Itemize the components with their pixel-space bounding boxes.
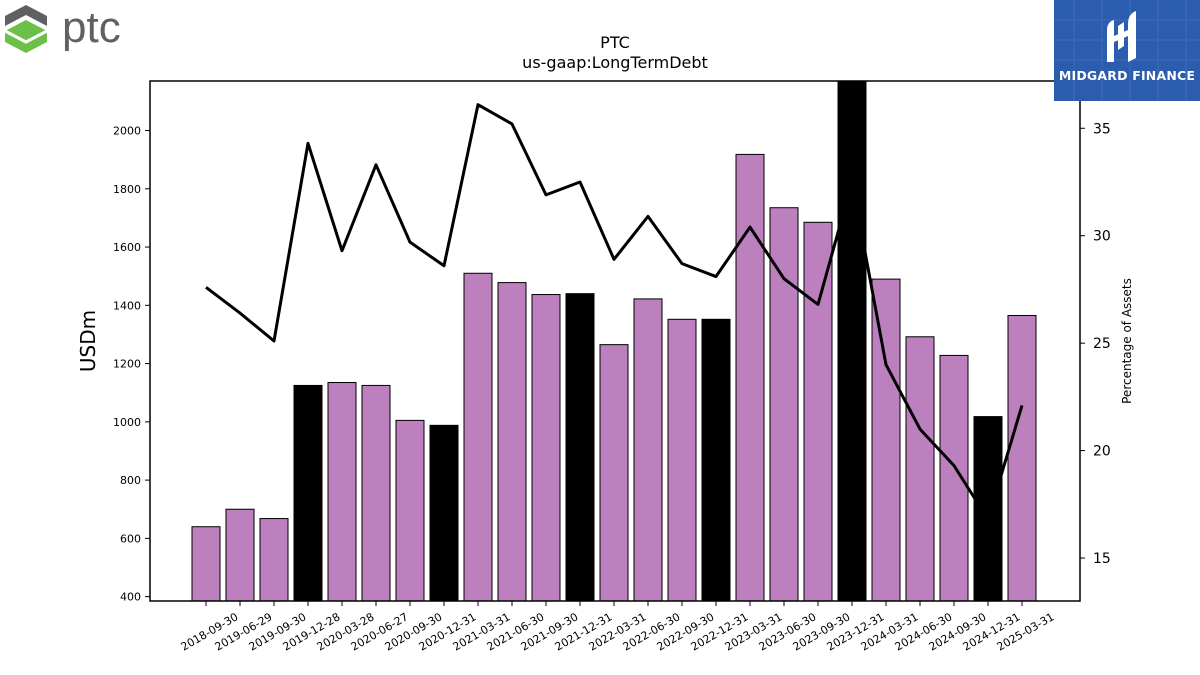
bar-2020-06-27 bbox=[361, 384, 391, 601]
bar-2024-09-30 bbox=[939, 354, 969, 601]
y2-tick-label: 25 bbox=[1093, 336, 1111, 352]
midgard-finance-logo: MIDGARD FINANCE bbox=[1054, 0, 1200, 101]
y-tick-label: 1600 bbox=[113, 241, 141, 254]
y-tick-label: 600 bbox=[120, 532, 141, 545]
bar-2022-03-31 bbox=[599, 344, 629, 601]
bar-2023-06-30 bbox=[769, 207, 799, 601]
bar-2019-06-29 bbox=[225, 508, 255, 601]
bar-2021-06-30 bbox=[497, 282, 527, 601]
bar-2022-12-31 bbox=[701, 318, 731, 601]
bar-2019-12-28 bbox=[293, 384, 323, 601]
y-tick-label: 1200 bbox=[113, 358, 141, 371]
ptc-hexagon-icon: ptc bbox=[4, 3, 121, 53]
bar-2020-12-31 bbox=[429, 424, 459, 601]
bar-2020-03-28 bbox=[327, 382, 357, 601]
bars-layer bbox=[191, 81, 1037, 601]
bar-2021-12-31 bbox=[565, 293, 595, 601]
y2-tick-label: 20 bbox=[1093, 444, 1111, 460]
y-tick-label: 400 bbox=[120, 591, 141, 604]
y2-tick-label: 35 bbox=[1093, 121, 1111, 137]
line-layer bbox=[205, 103, 1024, 521]
bar-2023-12-31 bbox=[837, 81, 867, 601]
chart-subtitle: us-gaap:LongTermDebt bbox=[522, 53, 708, 72]
bar-2022-09-30 bbox=[667, 318, 697, 601]
y-tick-label: 2000 bbox=[113, 125, 141, 138]
bar-2023-03-31 bbox=[735, 153, 765, 601]
y2-tick-label: 30 bbox=[1093, 229, 1111, 245]
bar-2018-09-30 bbox=[191, 526, 221, 601]
plot-frame bbox=[149, 80, 1081, 602]
y2-tick-label: 15 bbox=[1093, 551, 1111, 567]
y2-axis-label: Percentage of Assets bbox=[1120, 278, 1134, 404]
bar-2025-03-31 bbox=[1007, 315, 1037, 601]
bar-2023-09-30 bbox=[803, 221, 833, 601]
y-axis-label: USDm bbox=[76, 310, 100, 372]
bar-2022-06-30 bbox=[633, 298, 663, 601]
axes-layer bbox=[149, 80, 1081, 602]
bar-2021-09-30 bbox=[531, 294, 561, 601]
midgard-finance-name: MIDGARD FINANCE bbox=[1058, 68, 1196, 83]
chart-title: PTC bbox=[600, 33, 630, 52]
bar-2019-09-30 bbox=[259, 518, 289, 601]
y-tick-label: 800 bbox=[120, 474, 141, 487]
y-tick-label: 1400 bbox=[113, 299, 141, 312]
y-tick-label: 1000 bbox=[113, 416, 141, 429]
ptc-wordmark: ptc bbox=[62, 3, 121, 52]
bar-2024-03-31 bbox=[871, 278, 901, 601]
midgard-grid-icon bbox=[1054, 0, 1200, 101]
bar-2021-03-31 bbox=[463, 272, 493, 601]
bar-2024-12-31 bbox=[973, 416, 1003, 601]
y-tick-label: 1800 bbox=[113, 183, 141, 196]
bar-2024-06-30 bbox=[905, 336, 935, 601]
ptc-logo: ptc bbox=[0, 0, 140, 60]
bar-2020-09-30 bbox=[395, 419, 425, 601]
